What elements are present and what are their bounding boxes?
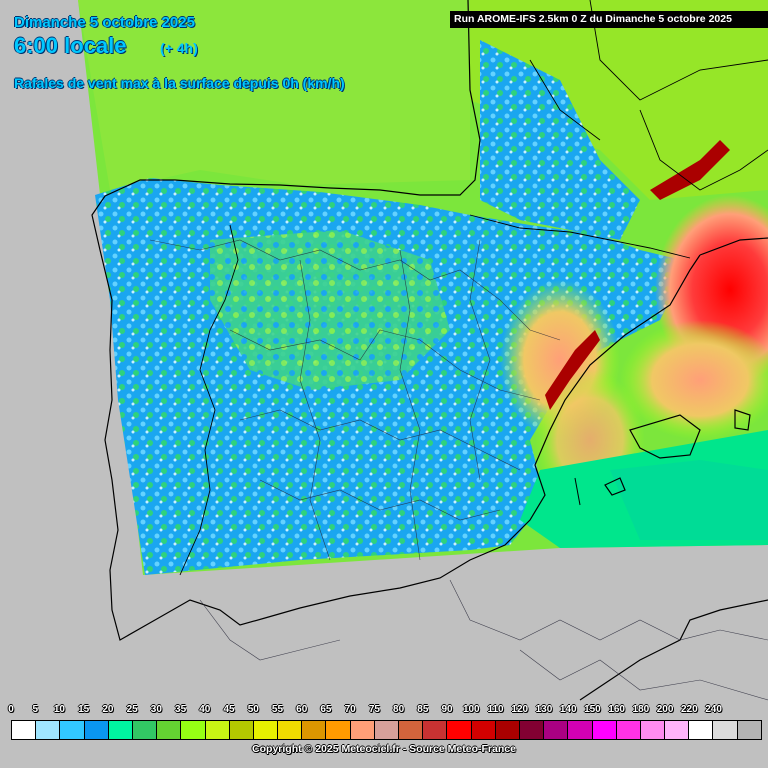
legend-label: 80 xyxy=(393,704,405,715)
legend-swatch xyxy=(447,721,472,739)
legend-swatch xyxy=(665,721,690,739)
legend-swatch xyxy=(181,721,206,739)
legend-swatch xyxy=(12,721,37,739)
legend-labels: 0 5 10 15 20 25 30 35 40 45 50 55 60 65 70 75 80 85 90 100 1… xyxy=(0,704,768,718)
legend-swatch xyxy=(423,721,448,739)
legend-swatch xyxy=(302,721,327,739)
legend-label: 140 xyxy=(559,704,577,715)
legend-swatch xyxy=(205,721,230,739)
legend-swatch xyxy=(350,721,375,739)
sea-line xyxy=(574,477,581,506)
legend-label: 180 xyxy=(632,704,650,715)
legend-label: 150 xyxy=(584,704,601,715)
legend-swatch xyxy=(544,721,569,739)
legend-label: 30 xyxy=(150,704,162,715)
legend-swatch xyxy=(689,721,714,739)
legend-swatch xyxy=(399,721,424,739)
legend-label: 15 xyxy=(78,704,90,715)
copyright: Copyright © 2025 Meteociel.fr - Source M… xyxy=(252,743,516,755)
legend-swatch xyxy=(229,721,254,739)
legend-label: 20 xyxy=(102,704,114,715)
legend-label: 90 xyxy=(441,704,453,715)
legend-swatch xyxy=(519,721,545,739)
borders xyxy=(179,0,768,576)
legend-label: 5 xyxy=(32,704,38,715)
legend-label: 35 xyxy=(175,704,187,715)
legend-swatch xyxy=(157,721,182,739)
legend-color-bar xyxy=(11,720,762,740)
legend-swatch xyxy=(592,721,617,739)
legend-label: 25 xyxy=(126,704,138,715)
legend-swatch xyxy=(568,721,593,739)
legend-swatch xyxy=(495,721,520,739)
legend-swatch xyxy=(616,721,641,739)
legend-swatch xyxy=(640,721,666,739)
legend-label: 0 xyxy=(8,704,14,715)
legend-label: 110 xyxy=(487,704,504,715)
legend-label: 55 xyxy=(271,704,284,715)
legend-swatch xyxy=(326,721,351,739)
forecast-time: 6:00 locale xyxy=(14,33,127,58)
coastlines xyxy=(91,0,768,701)
legend-label: 70 xyxy=(344,704,356,715)
forecast-date: Dimanche 5 octobre 2025 xyxy=(14,14,195,31)
legend-label: 45 xyxy=(223,704,235,715)
legend-swatch xyxy=(713,721,738,739)
legend-swatch xyxy=(471,721,496,739)
parameter-title: Rafales de vent max à la surface depuis … xyxy=(14,75,345,91)
legend-label: 160 xyxy=(608,704,625,715)
legend-label: 240 xyxy=(705,704,722,715)
legend-swatch xyxy=(36,721,61,739)
forecast-offset: (+ 4h) xyxy=(160,40,198,56)
legend-label: 100 xyxy=(462,704,480,715)
legend-label: 10 xyxy=(53,704,65,715)
legend-label: 75 xyxy=(368,704,380,715)
model-domain xyxy=(78,0,768,575)
legend-swatch xyxy=(374,721,399,739)
regional-borders xyxy=(149,239,768,701)
legend-swatch xyxy=(84,721,109,739)
legend-swatch xyxy=(253,721,279,739)
legend-label: 40 xyxy=(199,704,211,715)
legend-swatch xyxy=(60,721,85,739)
legend-label: 120 xyxy=(511,704,529,715)
legend-label: 130 xyxy=(535,704,553,715)
legend-swatch xyxy=(737,721,761,739)
legend-label: 65 xyxy=(320,704,332,715)
legend-swatch xyxy=(278,721,303,739)
legend-label: 85 xyxy=(417,704,429,715)
legend-label: 60 xyxy=(296,704,308,715)
legend-label: 200 xyxy=(656,704,674,715)
legend-swatch xyxy=(108,721,133,739)
legend-swatch xyxy=(132,721,158,739)
legend-label: 220 xyxy=(680,704,698,715)
run-info: Run AROME-IFS 2.5km 0 Z du Dimanche 5 oc… xyxy=(450,11,768,28)
legend-label: 50 xyxy=(247,704,259,715)
